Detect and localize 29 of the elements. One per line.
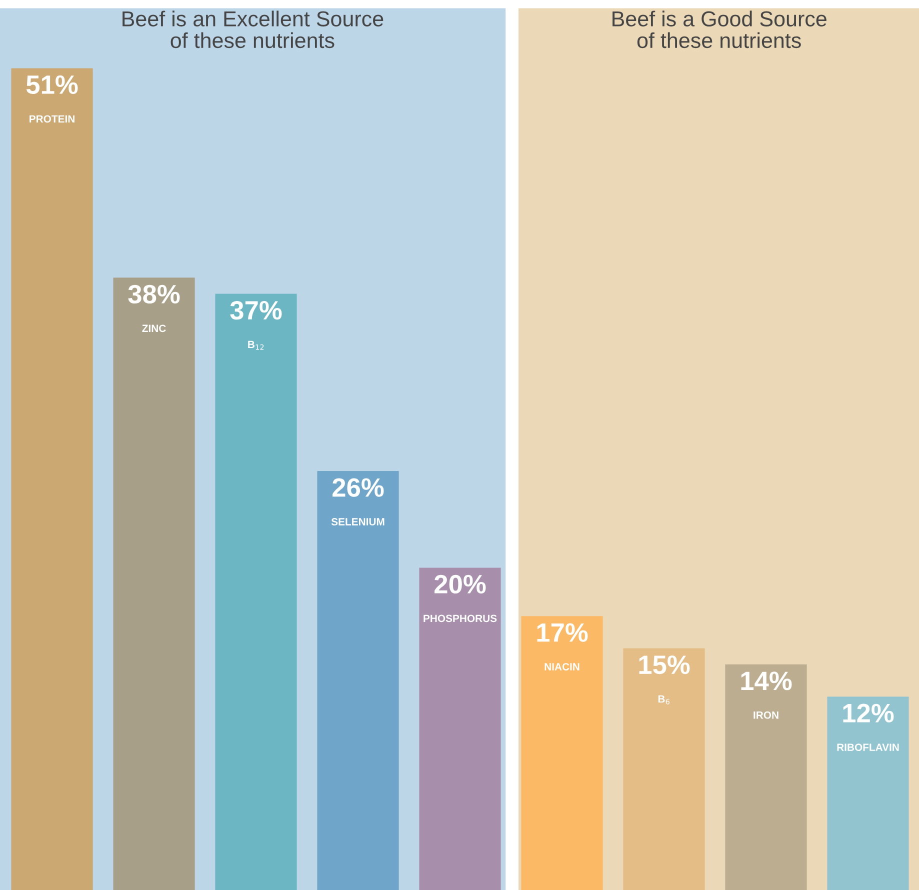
x-tick-label: PROTEIN: [30, 115, 74, 123]
bar: [827, 696, 909, 890]
x-tick-label: PHOSPHORUS: [424, 614, 497, 622]
data-label: 14%: [741, 672, 792, 690]
bar: [113, 278, 195, 890]
bar: [521, 616, 603, 890]
x-tick-label: B$_{12}$: [248, 340, 264, 350]
x-tick-label: SELENIUM: [331, 518, 384, 526]
band-label: Beef is a Good Source of these nutrients: [612, 10, 826, 48]
bar: [419, 568, 501, 890]
x-tick-label: RIBOFLAVIN: [837, 744, 899, 752]
data-label: 17%: [537, 623, 588, 642]
data-label: 20%: [434, 574, 486, 594]
bar: [215, 294, 297, 890]
bar: [725, 664, 807, 890]
x-tick-label: IRON: [754, 711, 778, 719]
bar: [317, 471, 399, 890]
data-label: 37%: [230, 300, 282, 320]
data-label: 38%: [128, 284, 180, 304]
data-label: 26%: [332, 478, 384, 497]
data-label: 51%: [26, 75, 78, 94]
bar: [623, 648, 705, 890]
data-label: 12%: [843, 704, 894, 722]
band-label: Beef is an Excellent Source of these nutrients: [122, 10, 384, 48]
data-label: 15%: [639, 656, 690, 674]
x-tick-label: B$_{6}$: [658, 695, 670, 704]
x-tick-label: NIACIN: [544, 663, 580, 670]
x-tick-label: ZINC: [142, 324, 166, 332]
bar: [11, 68, 93, 890]
